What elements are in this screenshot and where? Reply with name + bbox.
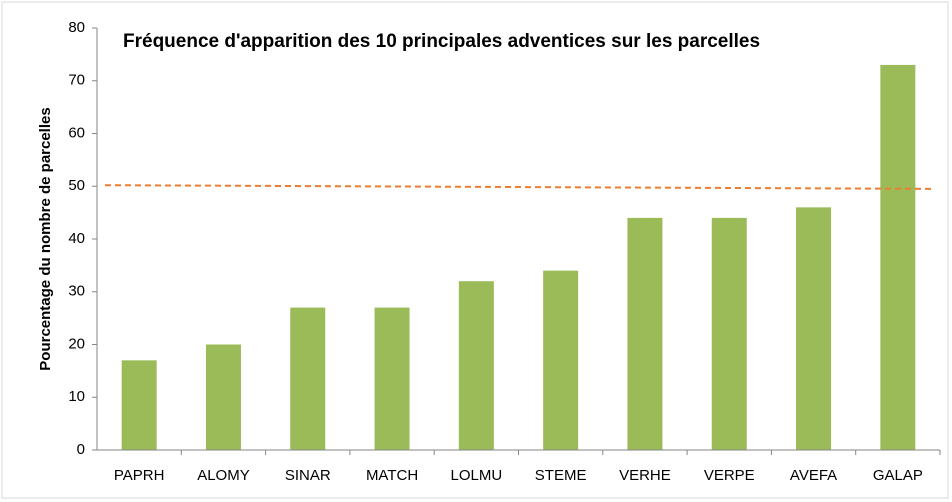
x-tick-label: AVEFA bbox=[790, 467, 837, 484]
bar bbox=[374, 307, 410, 450]
bar bbox=[627, 217, 663, 450]
y-tick-label: 20 bbox=[68, 335, 85, 352]
y-tick-label: 80 bbox=[68, 19, 85, 36]
y-axis-title: Pourcentage du nombre de parcelles bbox=[37, 107, 54, 370]
x-tick-label: LOLMU bbox=[451, 467, 503, 484]
chart-title: Fréquence d'apparition des 10 principale… bbox=[123, 31, 760, 52]
x-tick-label: VERHE bbox=[619, 467, 671, 484]
bar bbox=[796, 207, 832, 450]
y-tick-label: 50 bbox=[68, 177, 85, 194]
bar bbox=[458, 281, 494, 450]
x-tick-label: ALOMY bbox=[197, 467, 250, 484]
bar bbox=[711, 217, 747, 450]
y-tick-label: 10 bbox=[68, 388, 85, 405]
x-tick-label: PAPRH bbox=[114, 467, 165, 484]
y-tick-label: 30 bbox=[68, 283, 85, 300]
x-tick-label: VERPE bbox=[704, 467, 755, 484]
x-tick-label: GALAP bbox=[873, 467, 923, 484]
bar bbox=[290, 307, 326, 450]
y-tick-label: 60 bbox=[68, 124, 85, 141]
y-tick-label: 40 bbox=[68, 230, 85, 247]
bar bbox=[543, 270, 579, 450]
y-tick-label: 0 bbox=[77, 441, 85, 458]
reference-line bbox=[104, 184, 936, 190]
bar bbox=[880, 64, 916, 451]
x-tick-label: MATCH bbox=[366, 467, 418, 484]
bar bbox=[121, 360, 157, 450]
x-tick-label: SINAR bbox=[285, 467, 331, 484]
bar bbox=[205, 344, 241, 450]
y-tick-label: 70 bbox=[68, 72, 85, 89]
x-tick-label: STEME bbox=[535, 467, 587, 484]
